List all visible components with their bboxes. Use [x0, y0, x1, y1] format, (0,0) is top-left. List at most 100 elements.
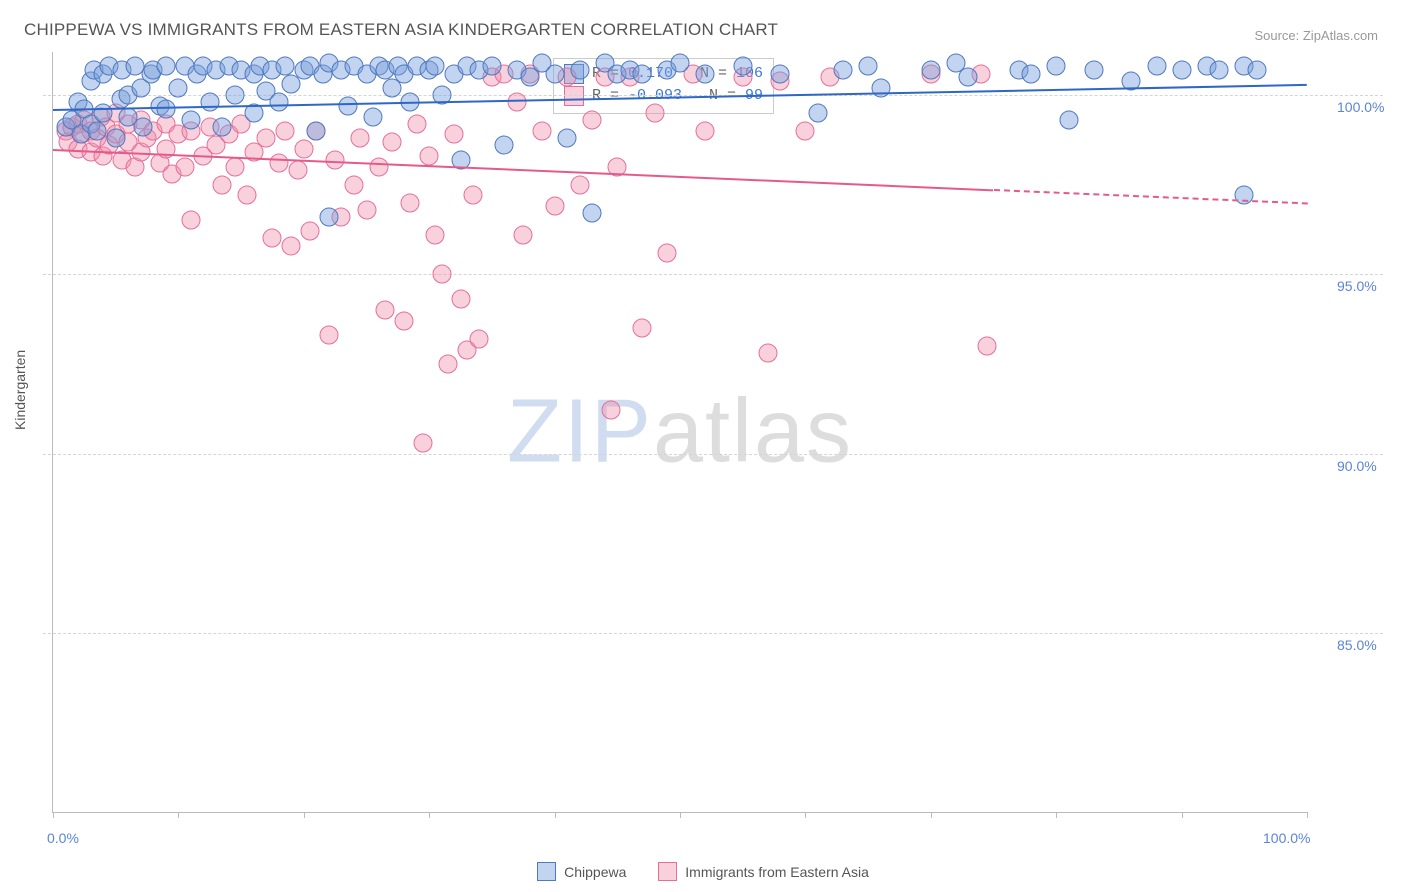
- x-tick: [680, 812, 681, 818]
- scatter-point-b: [658, 243, 677, 262]
- watermark-zip: ZIP: [507, 382, 653, 482]
- scatter-point-b: [439, 354, 458, 373]
- scatter-point-a: [156, 100, 175, 119]
- x-tick-label: 100.0%: [1263, 830, 1310, 846]
- scatter-point-a: [275, 57, 294, 76]
- x-tick: [429, 812, 430, 818]
- scatter-point-b: [326, 150, 345, 169]
- scatter-point-a: [94, 103, 113, 122]
- scatter-point-b: [238, 186, 257, 205]
- scatter-point-a: [733, 57, 752, 76]
- scatter-point-b: [420, 146, 439, 165]
- scatter-point-b: [602, 401, 621, 420]
- watermark: ZIPatlas: [507, 381, 853, 484]
- scatter-point-b: [344, 175, 363, 194]
- scatter-point-b: [633, 319, 652, 338]
- scatter-point-b: [181, 211, 200, 230]
- scatter-point-b: [696, 121, 715, 140]
- scatter-point-a: [1047, 57, 1066, 76]
- scatter-point-b: [395, 311, 414, 330]
- scatter-point-a: [338, 96, 357, 115]
- x-tick: [53, 812, 54, 818]
- scatter-point-a: [106, 129, 125, 148]
- legend-item-chippewa: Chippewa: [537, 862, 626, 881]
- y-tick-label: 95.0%: [1337, 278, 1377, 294]
- scatter-point-a: [426, 57, 445, 76]
- scatter-point-a: [671, 53, 690, 72]
- scatter-point-b: [175, 157, 194, 176]
- x-tick: [555, 812, 556, 818]
- scatter-point-a: [959, 68, 978, 87]
- scatter-point-b: [382, 132, 401, 151]
- scatter-point-b: [533, 121, 552, 140]
- scatter-point-b: [401, 193, 420, 212]
- scatter-point-b: [570, 175, 589, 194]
- scatter-point-a: [319, 207, 338, 226]
- trend-line-b: [53, 149, 994, 191]
- scatter-point-b: [275, 121, 294, 140]
- x-tick: [1056, 812, 1057, 818]
- scatter-point-a: [771, 64, 790, 83]
- scatter-point-a: [213, 118, 232, 137]
- x-tick: [1182, 812, 1183, 818]
- scatter-point-b: [301, 222, 320, 241]
- scatter-point-a: [921, 60, 940, 79]
- scatter-point-b: [225, 157, 244, 176]
- gridline: [43, 633, 1383, 634]
- scatter-point-a: [570, 60, 589, 79]
- legend-label-immigrants: Immigrants from Eastern Asia: [685, 864, 869, 880]
- bottom-legend: Chippewa Immigrants from Eastern Asia: [0, 862, 1406, 884]
- scatter-point-b: [583, 111, 602, 130]
- scatter-point-a: [633, 64, 652, 83]
- scatter-point-a: [169, 78, 188, 97]
- chart-title: CHIPPEWA VS IMMIGRANTS FROM EASTERN ASIA…: [24, 20, 778, 40]
- trend-line-b-dashed: [993, 189, 1307, 206]
- scatter-point-a: [1059, 111, 1078, 130]
- scatter-point-b: [470, 329, 489, 348]
- y-tick-label: 90.0%: [1337, 458, 1377, 474]
- x-tick-label: 0.0%: [47, 830, 79, 846]
- scatter-point-b: [213, 175, 232, 194]
- scatter-point-a: [1172, 60, 1191, 79]
- watermark-atlas: atlas: [653, 382, 853, 482]
- scatter-point-a: [134, 118, 153, 137]
- scatter-point-a: [269, 93, 288, 112]
- scatter-point-b: [370, 157, 389, 176]
- scatter-point-b: [545, 197, 564, 216]
- scatter-point-a: [225, 86, 244, 105]
- scatter-point-a: [1084, 60, 1103, 79]
- scatter-point-b: [257, 129, 276, 148]
- x-tick: [178, 812, 179, 818]
- gridline: [43, 454, 1383, 455]
- scatter-point-b: [451, 290, 470, 309]
- source-label: Source: ZipAtlas.com: [1254, 28, 1378, 43]
- scatter-point-b: [282, 236, 301, 255]
- scatter-point-b: [507, 93, 526, 112]
- y-axis-label: Kindergarten: [12, 350, 28, 430]
- scatter-point-b: [407, 114, 426, 133]
- scatter-point-a: [1247, 60, 1266, 79]
- scatter-point-b: [758, 344, 777, 363]
- scatter-point-b: [796, 121, 815, 140]
- scatter-point-a: [1022, 64, 1041, 83]
- scatter-point-b: [351, 129, 370, 148]
- scatter-point-a: [181, 111, 200, 130]
- y-tick-label: 85.0%: [1337, 637, 1377, 653]
- scatter-point-a: [808, 103, 827, 122]
- x-tick: [1307, 812, 1308, 818]
- scatter-point-a: [307, 121, 326, 140]
- scatter-point-b: [263, 229, 282, 248]
- scatter-point-b: [514, 225, 533, 244]
- scatter-point-b: [269, 154, 288, 173]
- scatter-point-b: [319, 326, 338, 345]
- scatter-point-a: [156, 57, 175, 76]
- scatter-point-a: [495, 136, 514, 155]
- scatter-point-b: [294, 139, 313, 158]
- legend-swatch-blue: [537, 862, 556, 881]
- x-tick: [931, 812, 932, 818]
- scatter-point-a: [558, 129, 577, 148]
- scatter-point-b: [413, 433, 432, 452]
- scatter-point-b: [376, 301, 395, 320]
- scatter-point-a: [834, 60, 853, 79]
- scatter-point-b: [288, 161, 307, 180]
